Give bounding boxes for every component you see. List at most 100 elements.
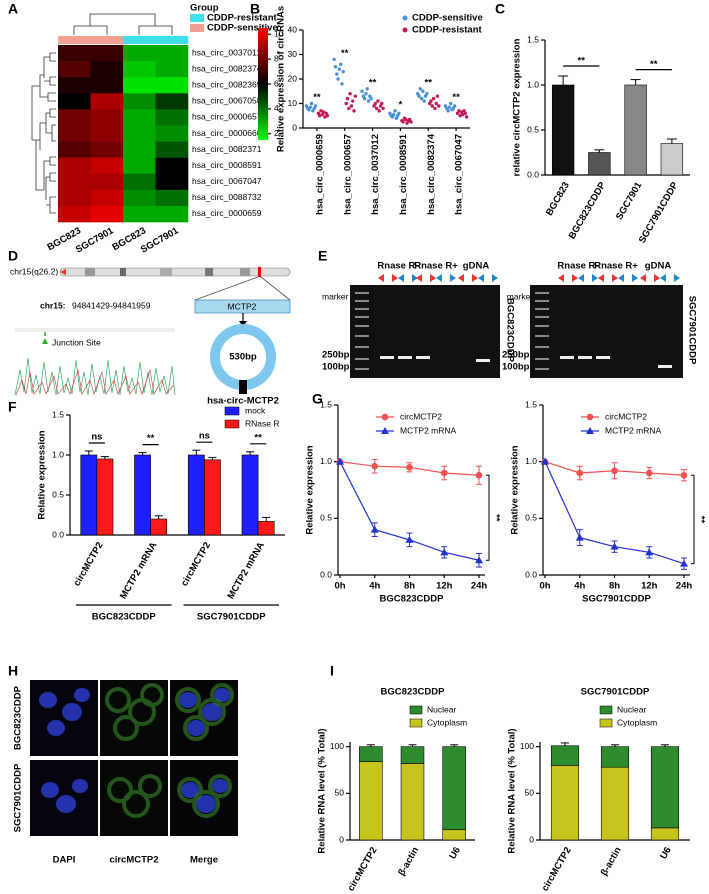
- heatmap-cell: [58, 77, 91, 94]
- heatmap-cell: [90, 109, 124, 126]
- heatmap-cell: [123, 141, 156, 158]
- significance-label: **: [650, 59, 658, 70]
- y-tick-label: 1.5: [527, 34, 539, 44]
- y-tick-label: 100: [330, 741, 344, 751]
- x-axis-label: SGC7901CDDP: [582, 594, 651, 605]
- y-tick-label: 10: [288, 98, 298, 108]
- panel-label: C: [495, 1, 505, 17]
- panel-label: A: [8, 1, 18, 17]
- data-point: [380, 101, 384, 106]
- x-tick-label: 24h: [471, 581, 488, 592]
- legend-label: CDDP-sensitive: [207, 23, 278, 34]
- panel-label: B: [250, 1, 260, 17]
- heatmap-cell: [155, 45, 189, 62]
- data-point: [349, 104, 354, 108]
- y-tick-label: 50: [335, 788, 345, 798]
- data-point: [575, 533, 584, 541]
- x-tick-label: circMCTP2: [72, 540, 106, 588]
- legend-swatch: [190, 14, 204, 22]
- heatmap-cell: [58, 189, 91, 207]
- bar-segment: [400, 763, 425, 841]
- heatmap-cell: [155, 189, 189, 207]
- bar: [660, 143, 684, 176]
- colorbar-tick-label: 10: [274, 28, 284, 38]
- colorbar-tick-label: 6: [274, 78, 279, 88]
- gel-cell-line: SGC7901CDDP: [686, 296, 697, 365]
- heatmap-cell: [58, 45, 91, 62]
- x-tick-label: 24h: [676, 581, 693, 592]
- heatmap-cell: [123, 93, 156, 110]
- error-bar: [246, 451, 255, 455]
- significance-label: **: [313, 92, 321, 103]
- row-label: hsa_circ_0082371: [192, 144, 262, 154]
- data-point: [347, 106, 351, 111]
- row-label: hsa_circ_0008591: [192, 160, 262, 170]
- legend-label: circMCTP2: [605, 411, 647, 421]
- heatmap-cell: [90, 157, 124, 175]
- bar-segment: [442, 829, 466, 841]
- y-tick-label: 1.0: [52, 449, 64, 459]
- data-point: [325, 114, 330, 118]
- bar-segment: [400, 746, 425, 764]
- panel-label: E: [318, 248, 327, 264]
- x-tick-label: 8h: [404, 581, 415, 592]
- error-bar: [561, 742, 569, 746]
- y-tick-label: 0.5: [52, 489, 64, 499]
- data-point: [417, 94, 421, 98]
- data-point: [461, 112, 465, 117]
- data-point: [645, 469, 653, 477]
- heatmap-cell: [58, 61, 91, 78]
- error-bar: [630, 79, 641, 85]
- heatmap-cell: [90, 77, 124, 94]
- data-point: [336, 77, 340, 81]
- x-tick-label: β-actin: [396, 845, 421, 878]
- bar: [80, 454, 98, 536]
- bar-segment: [359, 761, 383, 841]
- y-tick-label: 0.5: [525, 513, 537, 523]
- legend-label: Cytoplasm: [427, 717, 467, 727]
- data-point: [319, 109, 323, 113]
- x-tick-label: circMCTP2: [346, 845, 380, 893]
- significance-label: **: [578, 56, 586, 67]
- y-tick-label: 1.5: [52, 409, 64, 419]
- data-point: [381, 106, 385, 111]
- row-label: hsa_circ_0000660: [192, 128, 262, 138]
- data-point: [353, 94, 357, 98]
- x-tick-label: β-actin: [599, 845, 624, 878]
- y-axis-label: Relative RNA level (% Total): [507, 728, 518, 853]
- legend-marker: [402, 15, 408, 21]
- heatmap-cell: [155, 93, 189, 110]
- heatmap-cell: [90, 173, 124, 191]
- gel-cell-line: BGC823CDDP: [504, 298, 515, 363]
- x-tick-label: hsa_circ_0037012: [370, 134, 381, 215]
- gel-marker-label: marker: [322, 291, 349, 301]
- data-point: [610, 542, 619, 550]
- significance-label: **: [490, 514, 501, 522]
- legend-label: CDDP-resistant: [412, 25, 483, 36]
- data-point: [333, 65, 338, 69]
- x-tick-label: U6: [658, 845, 674, 861]
- significance-label: ns: [91, 432, 102, 443]
- data-point: [370, 525, 379, 533]
- locus-range: 94841429-94841959: [72, 300, 151, 310]
- bar-segment: [550, 765, 580, 841]
- heatmap-cell: [155, 125, 189, 142]
- heatmap-cell: [123, 125, 156, 142]
- data-point: [437, 104, 441, 108]
- heatmap-cell: [123, 77, 156, 94]
- x-tick-label: SGC7901: [614, 180, 645, 222]
- chromosome-diagram: [14, 267, 291, 396]
- data-point: [421, 89, 425, 93]
- data-point: [332, 57, 336, 62]
- heatmap-cell: [58, 93, 91, 110]
- y-tick-label: 1.5: [525, 399, 537, 409]
- data-point: [576, 469, 584, 477]
- heatmap-cell: [58, 141, 91, 158]
- heatmap-cell: [90, 61, 124, 78]
- y-tick-label: 1.0: [320, 456, 332, 466]
- legend-swatch: [224, 419, 240, 429]
- data-point: [374, 106, 379, 111]
- data-point: [373, 101, 378, 106]
- gel-size-label: 100bp: [322, 362, 350, 373]
